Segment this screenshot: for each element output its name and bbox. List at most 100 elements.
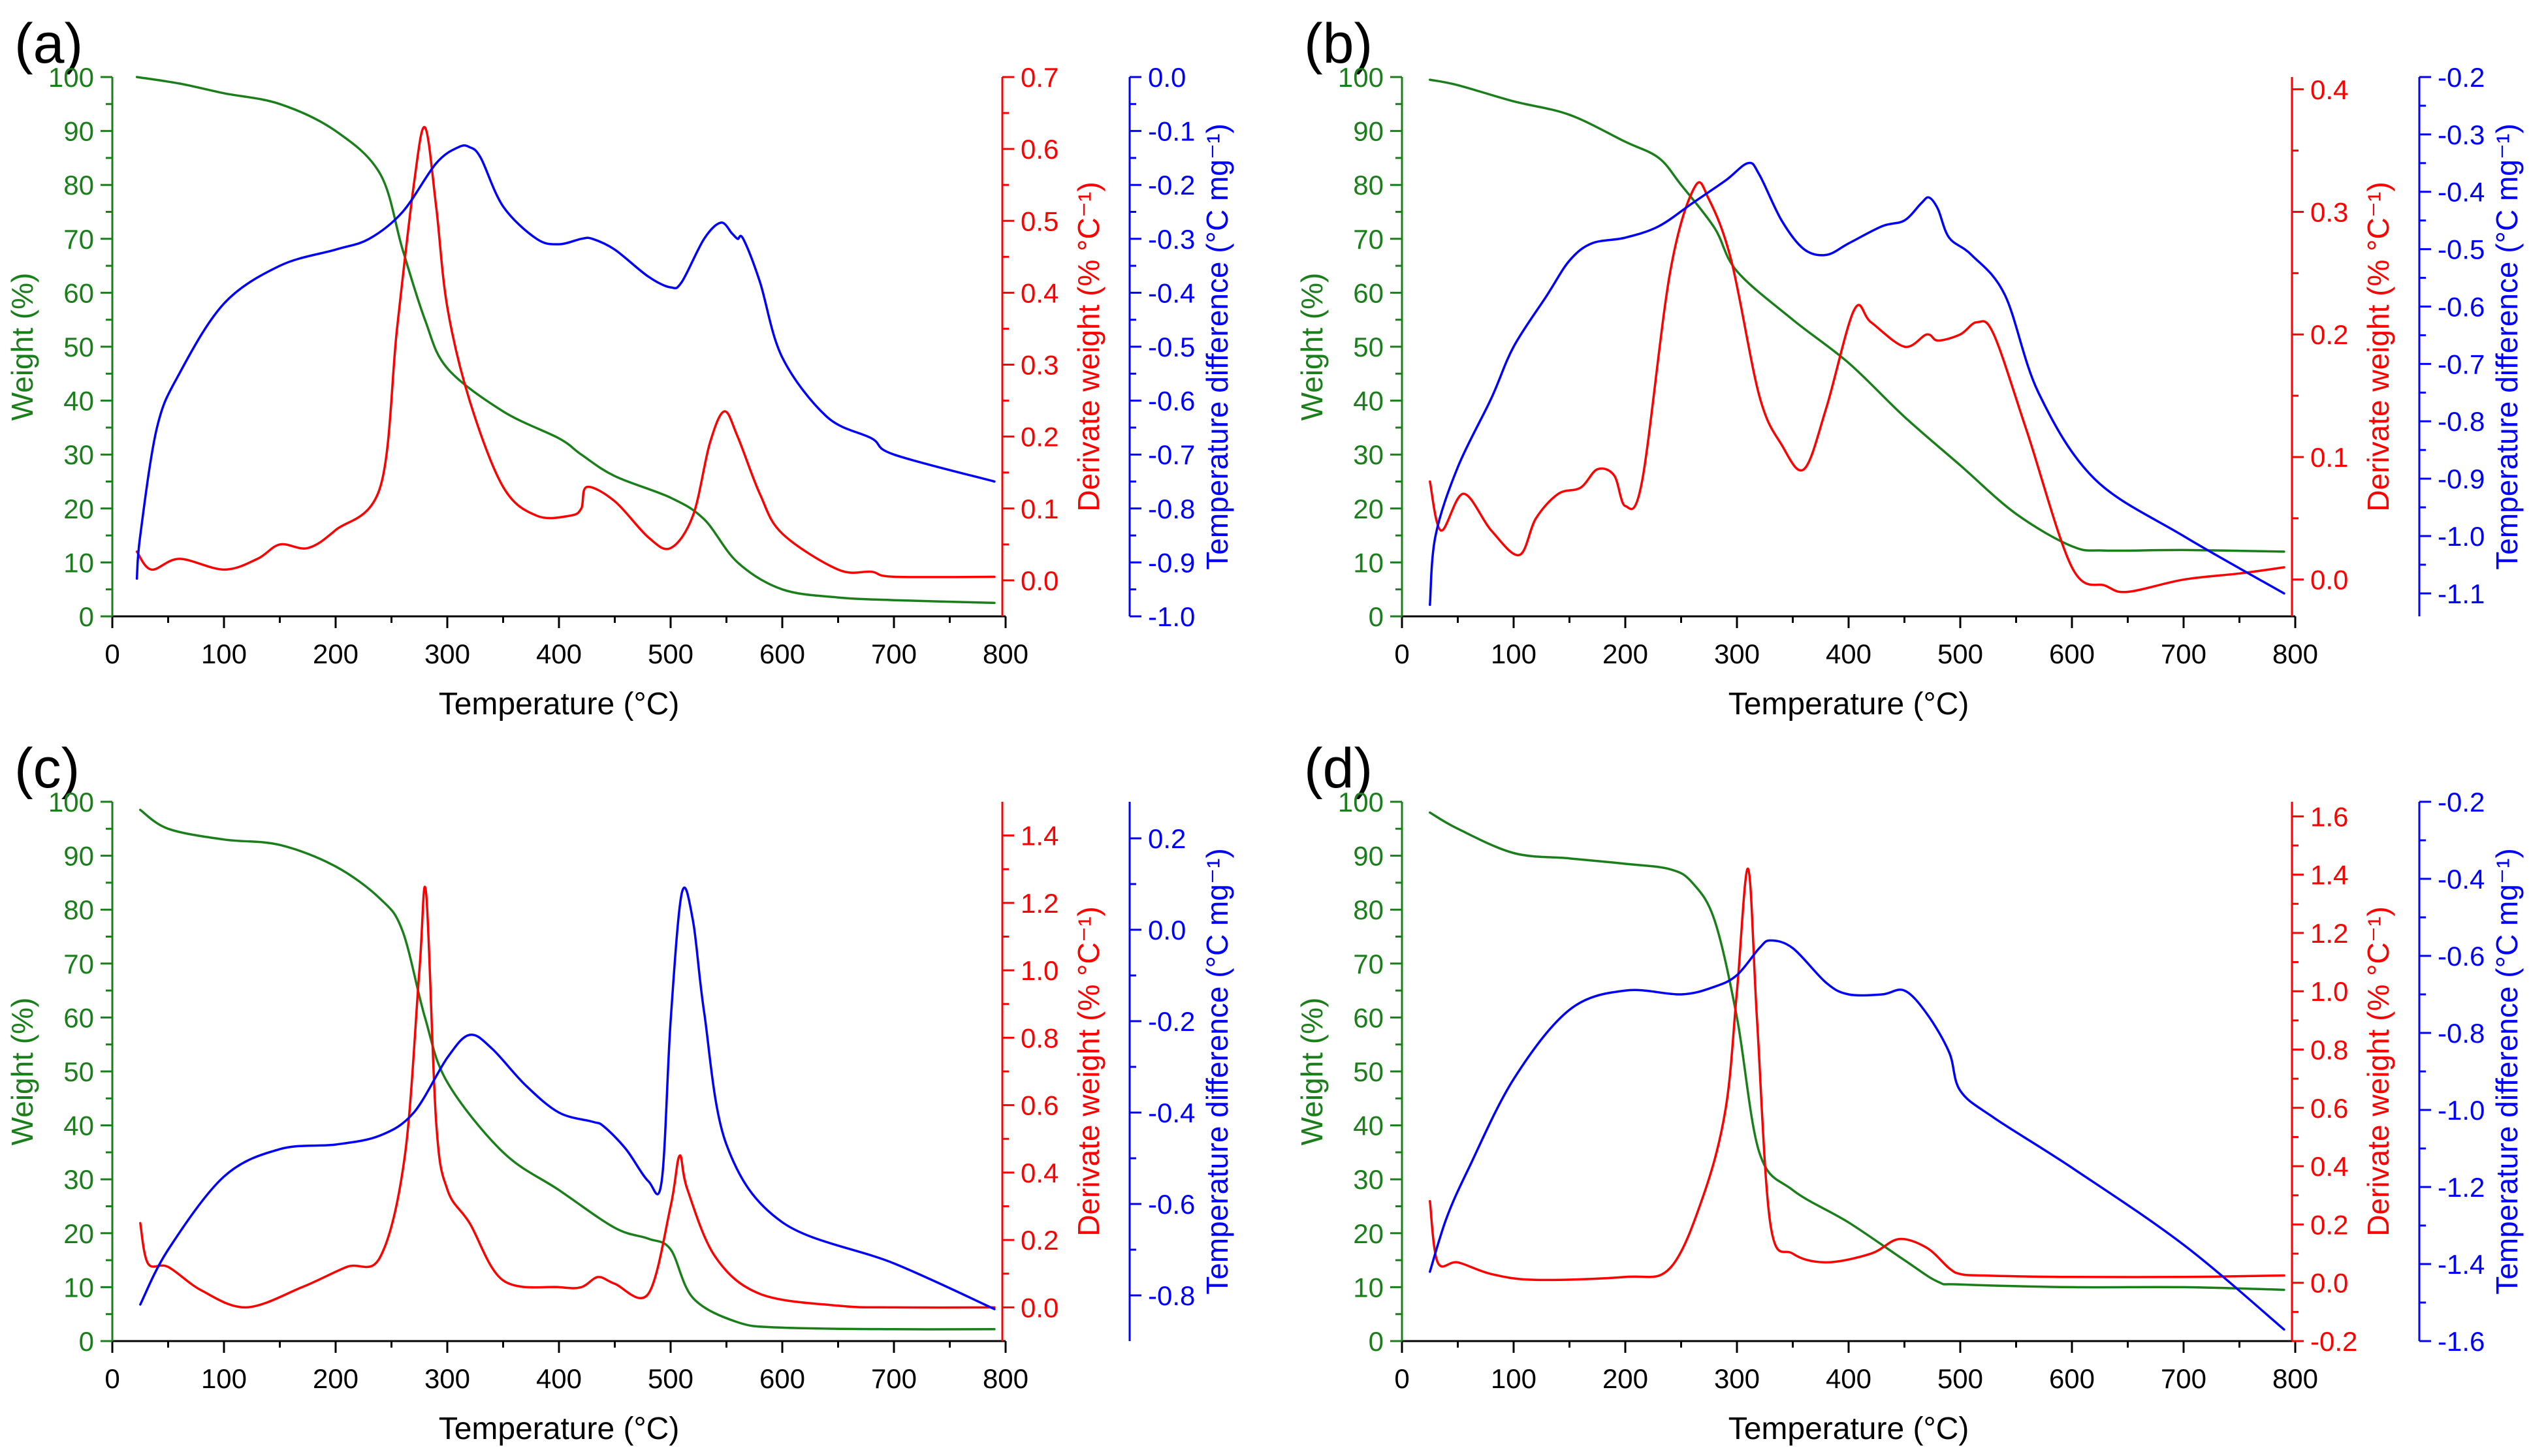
panel-label: (a) bbox=[14, 12, 83, 75]
y3-tick-label: -1.4 bbox=[2438, 1249, 2485, 1280]
y3-tick-label: -0.3 bbox=[1148, 224, 1195, 255]
chart-panel: (d)0 100 200 300 400 500 600 700 800Temperature … bbox=[1295, 737, 2524, 1446]
y3-tick-label: -1.0 bbox=[1148, 601, 1195, 632]
y3-tick-label: 0.0 bbox=[1148, 62, 1186, 93]
y3-tick-label: 0.2 bbox=[1148, 823, 1186, 854]
y1-tick-label: 40 bbox=[1353, 1111, 1384, 1141]
y3-tick-label: -0.1 bbox=[1148, 116, 1195, 147]
y1-tick-label: 100 bbox=[1338, 62, 1384, 93]
y1-tick-label: 50 bbox=[1353, 332, 1384, 362]
x-tick-label: 100 bbox=[201, 639, 247, 669]
x-tick-label: 800 bbox=[983, 1363, 1028, 1394]
y1-tick-label: 60 bbox=[1353, 277, 1384, 308]
y1-tick-label: 80 bbox=[63, 170, 94, 200]
y1-tick-label: 30 bbox=[1353, 439, 1384, 470]
x-tick-label: 400 bbox=[1826, 639, 1871, 669]
y1-tick-label: 40 bbox=[63, 1111, 94, 1141]
y1-tick-label: 80 bbox=[1353, 894, 1384, 925]
y3-tick-label: -0.9 bbox=[1148, 547, 1195, 578]
y3-tick-label: -0.6 bbox=[2438, 941, 2485, 972]
y2-tick-label: 1.4 bbox=[1021, 821, 1058, 851]
y1-tick-label: 50 bbox=[63, 332, 94, 362]
panel-label: (c) bbox=[14, 737, 80, 800]
x-tick-label: 600 bbox=[2049, 639, 2095, 669]
y3-tick-label: -1.6 bbox=[2438, 1326, 2485, 1357]
weight-series-line bbox=[1429, 78, 2285, 553]
x-tick-label: 300 bbox=[424, 1363, 470, 1394]
y1-tick-label: 10 bbox=[1353, 547, 1384, 578]
x-tick-label: 700 bbox=[871, 639, 917, 669]
x-tick-label: 500 bbox=[1937, 639, 1983, 669]
y2-tick-label: 0.6 bbox=[1021, 134, 1058, 165]
y1-tick-label: 20 bbox=[1353, 494, 1384, 524]
x-tick-label: 200 bbox=[1602, 1363, 1648, 1394]
y2-tick-label: 0.4 bbox=[2310, 74, 2348, 105]
y1-tick-label: 70 bbox=[63, 949, 94, 979]
derivative-weight-series-line bbox=[1429, 867, 2285, 1282]
y1-tick-label: 30 bbox=[63, 439, 94, 470]
x-tick-label: 500 bbox=[1937, 1363, 1983, 1394]
weight-series-line bbox=[139, 808, 996, 1331]
x-tick-label: 800 bbox=[983, 639, 1028, 669]
y3-tick-label: -0.2 bbox=[2438, 62, 2485, 93]
weight-series-line bbox=[135, 76, 996, 605]
y3-tick-label: -0.8 bbox=[2438, 1018, 2485, 1049]
x-tick-label: 500 bbox=[648, 1363, 693, 1394]
y2-tick-label: 0.8 bbox=[2310, 1035, 2348, 1066]
y2-tick-label: 0.6 bbox=[1021, 1090, 1058, 1121]
y1-tick-label: 100 bbox=[48, 787, 94, 817]
y1-tick-label: 70 bbox=[1353, 949, 1384, 979]
chart-panel: (b)0 100 200 300 400 500 600 700 800Temperature … bbox=[1295, 12, 2524, 721]
chart-panel: (c)0 100 200 300 400 500 600 700 800Temperature … bbox=[5, 737, 1234, 1446]
x-tick-label: 600 bbox=[759, 639, 805, 669]
y2-tick-label: 0.8 bbox=[1021, 1022, 1058, 1053]
y3-tick-label: -0.5 bbox=[2438, 234, 2485, 265]
y3-tick-label: 0.0 bbox=[1148, 915, 1186, 945]
y3-axis-label: Temperature difference (°C mg⁻¹) bbox=[2490, 123, 2524, 570]
y3-tick-label: -0.8 bbox=[1148, 494, 1195, 524]
x-axis-label: Temperature (°C) bbox=[439, 1412, 680, 1446]
y2-tick-label: 0.2 bbox=[2310, 1209, 2348, 1240]
x-axis-label: Temperature (°C) bbox=[439, 687, 680, 721]
y1-tick-label: 30 bbox=[63, 1164, 94, 1195]
y2-axis-label: Derivate weight (% °C⁻¹) bbox=[2361, 906, 2395, 1236]
x-tick-label: 700 bbox=[871, 1363, 917, 1394]
x-tick-label: 100 bbox=[201, 1363, 247, 1394]
y2-axis-label: Derivate weight (% °C⁻¹) bbox=[2361, 182, 2395, 511]
y1-tick-label: 0 bbox=[1369, 1326, 1384, 1357]
y1-tick-label: 100 bbox=[1338, 787, 1384, 817]
x-tick-label: 0 bbox=[104, 639, 119, 669]
y2-tick-label: 0.4 bbox=[2310, 1151, 2348, 1182]
y1-tick-label: 10 bbox=[63, 547, 94, 578]
y1-tick-label: 90 bbox=[63, 841, 94, 872]
y3-tick-label: -0.6 bbox=[1148, 386, 1195, 417]
y2-tick-label: 0.2 bbox=[2310, 319, 2348, 350]
x-tick-label: 300 bbox=[1714, 639, 1760, 669]
x-tick-label: 500 bbox=[648, 639, 693, 669]
y2-tick-label: 0.1 bbox=[1021, 494, 1058, 524]
x-tick-label: 0 bbox=[104, 1363, 119, 1394]
y1-tick-label: 50 bbox=[63, 1056, 94, 1087]
y2-tick-label: 0.2 bbox=[1021, 422, 1058, 452]
y3-tick-label: -0.6 bbox=[2438, 291, 2485, 322]
x-tick-label: 600 bbox=[759, 1363, 805, 1394]
y2-axis-label: Derivate weight (% °C⁻¹) bbox=[1072, 906, 1106, 1236]
y1-tick-label: 60 bbox=[63, 277, 94, 308]
y3-tick-label: -1.0 bbox=[2438, 521, 2485, 552]
y2-tick-label: 0.4 bbox=[1021, 1158, 1058, 1188]
y3-tick-label: -0.9 bbox=[2438, 464, 2485, 494]
temperature-difference-series-line bbox=[1429, 161, 2285, 607]
x-tick-label: 200 bbox=[313, 639, 358, 669]
x-tick-label: 400 bbox=[1826, 1363, 1871, 1394]
x-tick-label: 400 bbox=[536, 639, 582, 669]
y2-axis-label: Derivate weight (% °C⁻¹) bbox=[1072, 182, 1106, 511]
y2-tick-label: 1.0 bbox=[2310, 976, 2348, 1007]
y3-tick-label: -0.5 bbox=[1148, 332, 1195, 362]
y1-tick-label: 100 bbox=[48, 62, 94, 93]
y1-axis-label: Weight (%) bbox=[1295, 273, 1329, 421]
y3-tick-label: -0.8 bbox=[1148, 1280, 1195, 1311]
y1-tick-label: 60 bbox=[63, 1002, 94, 1033]
y1-axis-label: Weight (%) bbox=[5, 998, 39, 1146]
y1-axis-label: Weight (%) bbox=[1295, 998, 1329, 1146]
